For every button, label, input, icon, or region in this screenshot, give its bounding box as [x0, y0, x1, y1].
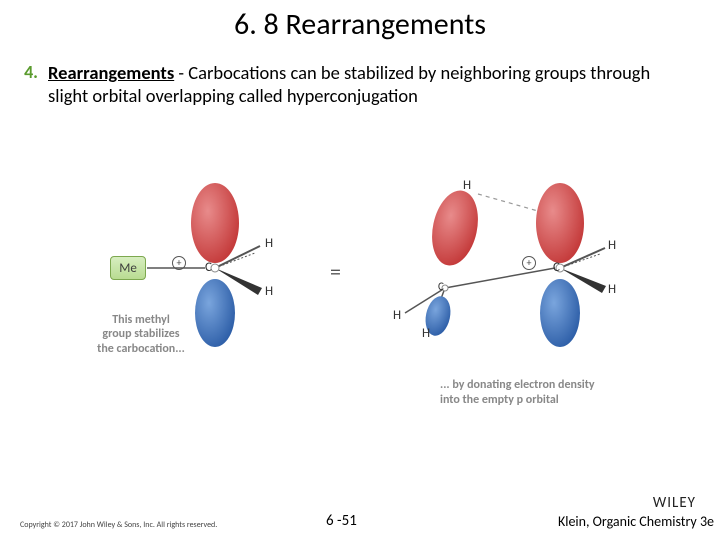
- caption-right-l1: ... by donating electron density: [440, 378, 595, 392]
- list-term: Rearrangements: [48, 61, 174, 84]
- list-text: Rearrangements - Carbocations can be sta…: [48, 61, 694, 107]
- caption-left-l2: group stabilizes: [102, 327, 179, 341]
- caption-left-l1: This methyl: [112, 313, 170, 327]
- methyl-box: Me: [110, 256, 146, 280]
- h-label-1: H: [265, 236, 273, 251]
- bond-cc: [445, 268, 555, 288]
- caption-right-l2: into the empty p orbital: [440, 393, 559, 407]
- list-item-4: 4. Rearrangements - Carbocations can be …: [14, 61, 694, 107]
- carbon-label-center: C: [438, 280, 444, 293]
- node-left: [211, 264, 219, 272]
- publisher-logo: WILEY: [653, 494, 696, 512]
- hyperconjugation-figure: Me + C H H = H H H C C + H H This methyl…: [0, 158, 720, 438]
- caption-left: This methyl group stabilizes the carboca…: [86, 313, 196, 356]
- dash-h: [478, 194, 545, 213]
- caption-left-l3: the carbocation...: [97, 342, 185, 356]
- attribution-text: Klein, Organic Chemistry 3e: [558, 513, 714, 530]
- carbon-label-right: C: [553, 260, 560, 275]
- p-bottom-right: [540, 279, 580, 347]
- p-orbital-top-left: [191, 183, 239, 263]
- p-top-right: [536, 183, 584, 263]
- equals-sign: =: [330, 258, 341, 285]
- h-label-top: H: [463, 178, 471, 193]
- body-text-area: 4. Rearrangements - Carbocations can be …: [0, 43, 720, 107]
- copyright-text: Copyright © 2017 John Wiley & Sons, Inc.…: [20, 520, 217, 530]
- caption-right: ... by donating electron density into th…: [440, 378, 670, 408]
- carbocation-plus-left: +: [172, 256, 186, 270]
- p-orbital-bottom-left: [195, 279, 235, 347]
- carbon-label-left: C: [205, 260, 212, 275]
- page-number: 6 -51: [326, 512, 357, 530]
- sigma-top: [426, 186, 485, 269]
- h-label-6: H: [608, 282, 616, 297]
- list-number: 4.: [14, 61, 38, 83]
- footer: Copyright © 2017 John Wiley & Sons, Inc.…: [0, 502, 720, 534]
- h-label-2: H: [265, 284, 273, 299]
- h-label-5: H: [608, 238, 616, 253]
- carbocation-plus-right: +: [522, 256, 536, 270]
- slide-title: 6. 8 Rearrangements: [0, 0, 720, 43]
- h-label-4: H: [422, 326, 430, 341]
- h-label-3: H: [393, 308, 401, 323]
